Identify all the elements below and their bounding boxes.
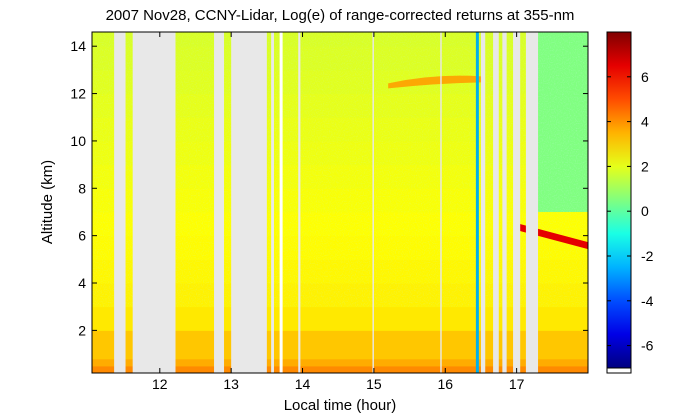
no-data-gap bbox=[114, 32, 126, 373]
no-data-gap bbox=[480, 32, 486, 373]
y-tick-label: 14 bbox=[70, 38, 86, 54]
no-data-gap bbox=[231, 32, 267, 373]
colorbar: -6 -4 -2 0 2 4 6 bbox=[606, 31, 654, 374]
colorbar-end-cap bbox=[606, 367, 632, 374]
x-tick-label: 16 bbox=[437, 376, 453, 392]
x-axis-label: Local time (hour) bbox=[284, 397, 397, 414]
cirrus-layer bbox=[388, 75, 481, 89]
x-tick-label: 17 bbox=[509, 376, 525, 392]
profile-line bbox=[279, 32, 283, 373]
y-tick-label: 4 bbox=[78, 275, 86, 291]
y-tick-label: 2 bbox=[78, 322, 86, 338]
no-data-gap bbox=[271, 32, 274, 373]
colorbar-tick-label: 2 bbox=[641, 158, 649, 174]
colorbar-tick-label: -2 bbox=[641, 248, 654, 264]
colorbar-tick-label: -6 bbox=[641, 338, 654, 354]
x-axis: 12 13 14 15 16 17 bbox=[152, 32, 525, 392]
no-data-gap bbox=[525, 32, 539, 373]
y-tick-label: 10 bbox=[70, 133, 86, 149]
y-axis: 2 4 6 8 10 12 14 bbox=[70, 38, 588, 338]
no-data-gap bbox=[372, 32, 374, 373]
y-tick-label: 8 bbox=[78, 180, 86, 196]
no-data-gap bbox=[440, 32, 442, 373]
x-tick-label: 12 bbox=[152, 376, 168, 392]
altitude-band bbox=[92, 349, 588, 360]
attenuated-signal-speckle bbox=[538, 32, 588, 212]
no-data-gap bbox=[132, 32, 176, 373]
chart-title: 2007 Nov28, CCNY-Lidar, Log(e) of range-… bbox=[106, 7, 575, 24]
no-data-gap bbox=[513, 32, 521, 373]
colorbar-tick-label: 4 bbox=[641, 114, 649, 130]
y-tick-label: 12 bbox=[70, 86, 86, 102]
no-data-gap bbox=[502, 32, 507, 373]
no-data-gap bbox=[493, 32, 499, 373]
x-tick-label: 14 bbox=[295, 376, 311, 392]
x-tick-label: 13 bbox=[223, 376, 239, 392]
y-axis-label: Altitude (km) bbox=[39, 160, 56, 244]
no-data-gap bbox=[298, 32, 301, 373]
plot-area bbox=[92, 32, 588, 373]
colorbar-tick-label: 6 bbox=[641, 69, 649, 85]
altitude-band bbox=[92, 358, 588, 367]
altitude-band bbox=[92, 339, 588, 350]
colorbar-tick-label: -4 bbox=[641, 293, 654, 309]
x-tick-label: 15 bbox=[366, 376, 382, 392]
colorbar-strip bbox=[606, 31, 632, 369]
no-data-gap bbox=[214, 32, 225, 373]
altitude-band bbox=[92, 365, 588, 373]
colorbar-tick-label: 0 bbox=[641, 203, 649, 219]
y-tick-label: 6 bbox=[78, 228, 86, 244]
plot-frame bbox=[91, 31, 589, 374]
altitude-band bbox=[92, 330, 588, 341]
profile-line bbox=[475, 32, 479, 373]
